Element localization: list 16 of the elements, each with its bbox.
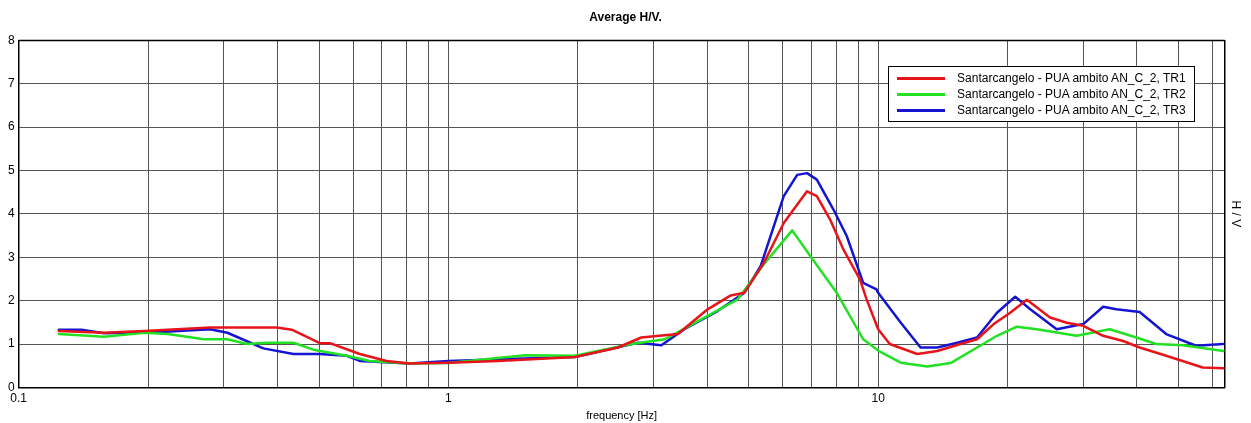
x-axis-title: frequency [Hz] [586, 409, 658, 422]
y-tick-label: 3 [7, 249, 15, 264]
y-axis-title: H / V [1229, 200, 1244, 228]
x-tick-label: 10 [871, 390, 886, 405]
y-tick-label: 8 [7, 32, 15, 47]
y-tick-label: 4 [7, 206, 15, 221]
chart-title: Average H/V. [589, 9, 662, 24]
legend-label: Santarcangelo - PUA ambito AN_C_2, TR2 [957, 86, 1186, 103]
x-tick-label: 1 [445, 390, 453, 405]
y-tick-label: 7 [7, 76, 15, 91]
legend-label: Santarcangelo - PUA ambito AN_C_2, TR3 [957, 102, 1186, 119]
y-tick-label: 5 [7, 162, 15, 177]
legend-label: Santarcangelo - PUA ambito AN_C_2, TR1 [957, 70, 1186, 87]
y-tick-label: 1 [7, 336, 15, 351]
y-tick-label: 6 [7, 119, 15, 134]
y-tick-label: 2 [7, 292, 15, 307]
